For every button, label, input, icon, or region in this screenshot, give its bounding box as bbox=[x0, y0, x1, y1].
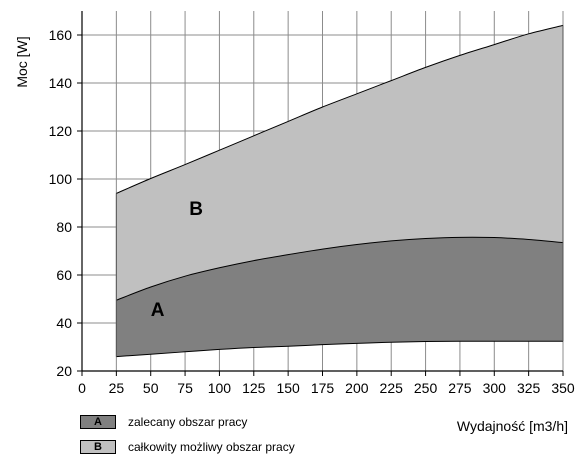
x-tick-label: 50 bbox=[143, 380, 159, 396]
x-tick-label: 175 bbox=[311, 380, 335, 396]
x-tick-label: 300 bbox=[483, 380, 507, 396]
x-tick-label: 200 bbox=[345, 380, 369, 396]
tick-labels: 0 25 50 75 100 125 150 175 200 225 250 275 300 325 350… bbox=[49, 27, 575, 396]
regions bbox=[116, 25, 563, 357]
region-a bbox=[116, 237, 563, 357]
curve-lower bbox=[116, 340, 563, 358]
legend-label-a: zalecany obszar pracy bbox=[128, 415, 248, 429]
x-tick-label: 325 bbox=[517, 380, 541, 396]
y-tick-label: 20 bbox=[56, 363, 72, 379]
y-axis-label: Moc [W] bbox=[14, 36, 30, 87]
curve-upper bbox=[116, 24, 564, 194]
x-tick-label: 100 bbox=[208, 380, 232, 396]
x-tick-label: 225 bbox=[380, 380, 404, 396]
x-tick-label: 0 bbox=[78, 380, 86, 396]
x-tick-label: 75 bbox=[177, 380, 193, 396]
x-tick-label: 350 bbox=[551, 380, 575, 396]
x-tick-label: 125 bbox=[242, 380, 266, 396]
x-tick-label: 25 bbox=[109, 380, 125, 396]
curves bbox=[115, 24, 564, 358]
y-tick-label: 160 bbox=[49, 27, 73, 43]
y-tick-label: 60 bbox=[56, 267, 72, 283]
region-b bbox=[116, 25, 563, 301]
x-axis-label: Wydajność [m3/h] bbox=[457, 418, 568, 434]
curve-middle bbox=[116, 236, 564, 301]
region-labels: AB bbox=[151, 199, 203, 321]
y-tick-label: 140 bbox=[49, 75, 73, 91]
region-label-a: A bbox=[151, 300, 165, 321]
x-tick-label: 250 bbox=[414, 380, 438, 396]
y-tick-label: 120 bbox=[49, 123, 73, 139]
legend-item-b: B całkowity możliwy obszar pracy bbox=[80, 440, 295, 454]
legend-item-a: A zalecany obszar pracy bbox=[80, 415, 247, 429]
legend-swatch-b: B bbox=[80, 440, 116, 454]
legend-swatch-a: A bbox=[80, 415, 116, 429]
y-tick-label: 80 bbox=[56, 219, 72, 235]
y-tick-label: 100 bbox=[49, 171, 73, 187]
legend-label-b: całkowity możliwy obszar pracy bbox=[128, 440, 295, 454]
region-label-b: B bbox=[189, 199, 203, 220]
x-tick-label: 275 bbox=[448, 380, 472, 396]
x-tick-label: 150 bbox=[276, 380, 300, 396]
y-tick-label: 40 bbox=[56, 315, 72, 331]
